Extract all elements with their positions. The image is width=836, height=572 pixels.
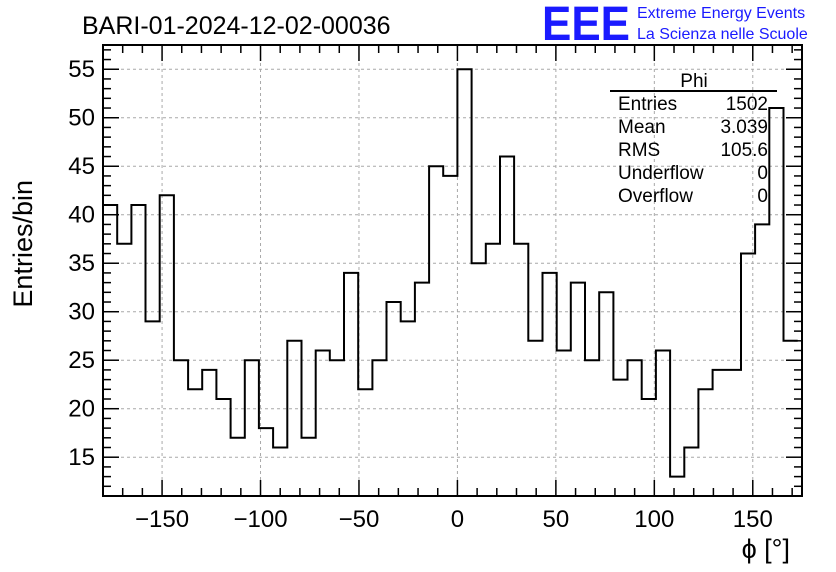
stats-entries-value: 1502 [726,94,768,115]
y-tick-label: 55 [68,56,95,83]
x-tick-label: 150 [733,506,773,533]
plot-frame [102,44,803,497]
y-tick-label: 35 [68,250,95,277]
chart-title: BARI-01-2024-12-02-00036 [82,12,391,40]
stats-mean-label: Mean [618,117,666,138]
y-tick-label: 15 [68,444,95,471]
y-tick-label: 30 [68,299,95,326]
stats-title: Phi [680,71,707,92]
y-tick-label: 40 [68,202,95,229]
histogram-series [103,68,798,478]
stats-mean-value: 3.039 [720,117,768,138]
stats-overflow-label: Overflow [618,186,693,207]
stats-box: Phi Entries 1502 Mean 3.039 RMS 105.6 Un… [610,71,777,207]
y-tick-label: 45 [68,153,95,180]
stats-underflow-label: Underflow [618,163,704,184]
y-tick-label: 50 [68,105,95,132]
y-axis-label: Entries/bin [8,180,38,308]
axes: −150 −100 −50 0 50 100 150 15 20 25 30 35 40 45 50 55 [68,44,803,533]
logo-line2: La Scienza nelle Scuole [637,26,808,43]
x-axis-label: ϕ [°] [742,534,790,564]
stats-overflow-value: 0 [757,186,768,207]
x-tick-label: 100 [634,506,674,533]
grid-lines [103,45,802,496]
x-tick-label: 50 [543,506,570,533]
logo-letters: EEE [542,0,630,51]
x-tick-label: −150 [135,506,189,533]
stats-entries-label: Entries [618,94,677,115]
y-tick-label: 25 [68,347,95,374]
logo-line1: Extreme Energy Events [637,5,805,22]
x-tick-label: −100 [233,506,287,533]
x-tick-label: 0 [451,506,464,533]
eee-logo: EEE Extreme Energy Events La Scienza nel… [542,0,808,51]
stats-underflow-value: 0 [757,163,768,184]
x-tick-label: −50 [339,506,380,533]
stats-rms-value: 105.6 [720,140,768,161]
y-tick-label: 20 [68,396,95,423]
stats-rms-label: RMS [618,140,660,161]
